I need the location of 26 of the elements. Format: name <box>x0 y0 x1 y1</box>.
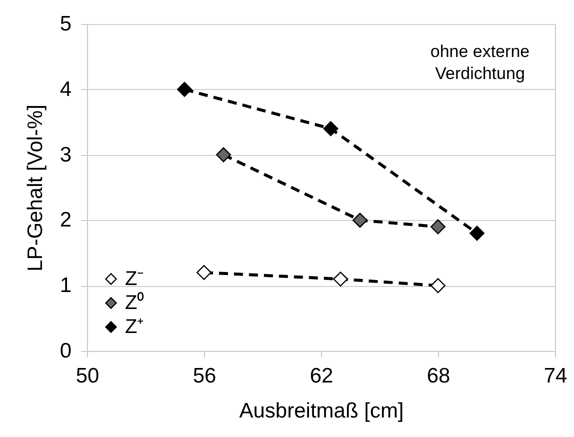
point <box>196 265 212 280</box>
y-tick-label: 5 <box>60 12 72 36</box>
point <box>333 272 348 287</box>
legend-label: Z⁻ <box>125 268 144 290</box>
x-tick-label: 68 <box>426 364 450 388</box>
point <box>216 147 231 162</box>
y-tick-label: 1 <box>60 274 72 298</box>
point <box>323 121 338 136</box>
x-tick-label: 62 <box>310 364 334 388</box>
legend-label: Z⁰ <box>125 291 144 314</box>
y-axis-title: LP-Gehalt [Vol-%] <box>24 104 47 272</box>
y-tick-label: 2 <box>60 208 72 232</box>
y-tick-label: 0 <box>60 340 72 362</box>
annotation: ohne externe Verdichtung <box>430 42 530 83</box>
point <box>430 219 446 234</box>
point <box>470 226 484 241</box>
x-tick-label: 74 <box>544 364 568 388</box>
x-tick-label: 56 <box>192 364 216 388</box>
point <box>352 212 368 228</box>
y-tick-label: 4 <box>60 78 72 101</box>
legend-label: Z⁺ <box>125 316 144 338</box>
x-axis-title: Ausbreitmaß [cm] <box>239 400 404 422</box>
y-tick-label: 3 <box>60 143 72 166</box>
x-tick-label: 50 <box>76 364 100 388</box>
point <box>177 82 192 97</box>
point <box>430 278 446 294</box>
